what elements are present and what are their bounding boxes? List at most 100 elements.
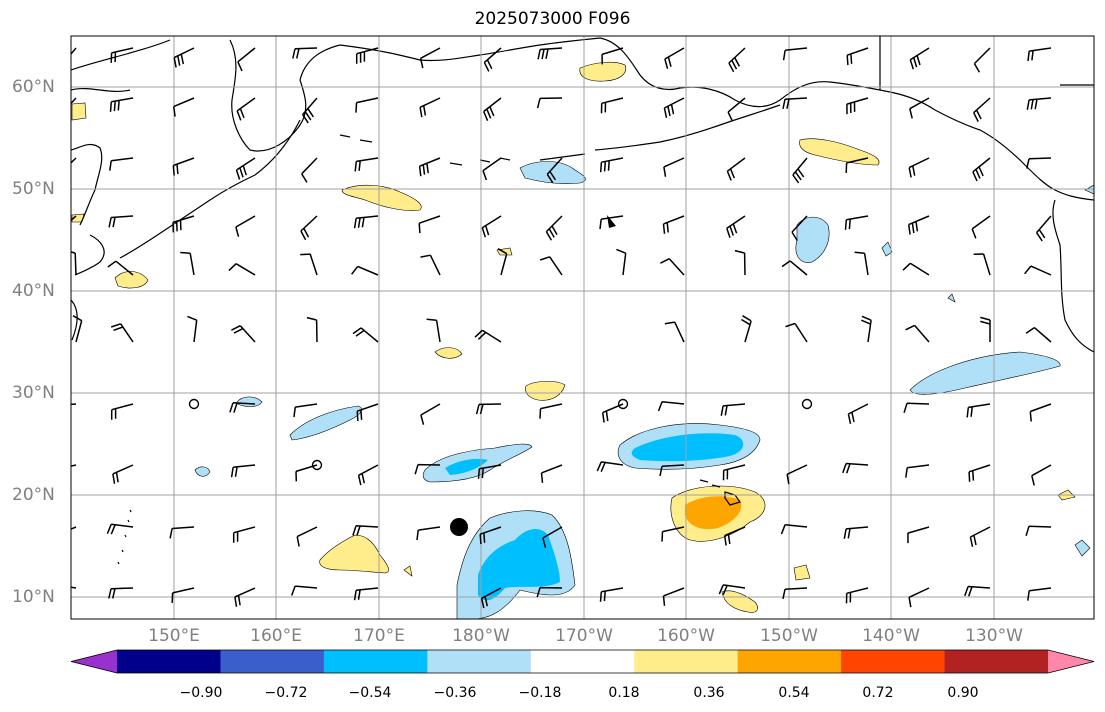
wind-barb	[782, 47, 808, 61]
colorbar-bin	[634, 650, 739, 673]
positive-anomaly-region	[525, 381, 566, 401]
wind-barb	[72, 315, 83, 343]
wind-barb	[723, 526, 746, 546]
wind-barb	[414, 463, 441, 475]
wind-barb	[1026, 97, 1052, 110]
wind-barb	[782, 97, 808, 110]
lon-label: 140°W	[862, 626, 920, 646]
lat-label: 10°N	[12, 587, 55, 607]
calm-marker	[311, 459, 323, 471]
negative-anomaly-region	[795, 216, 830, 263]
wind-barb	[231, 325, 256, 343]
wind-barb	[846, 97, 869, 115]
wind-barb	[353, 215, 379, 229]
wind-barb	[601, 47, 624, 65]
wind-barb	[228, 263, 256, 276]
aleutian-islands	[539, 104, 781, 161]
wind-barb	[172, 215, 195, 233]
wind-barb	[536, 586, 563, 598]
wind-barb	[741, 315, 752, 343]
lat-label: 50°N	[12, 179, 55, 199]
wind-barb-flag	[607, 215, 616, 228]
colorbar-tick-label: 0.90	[947, 685, 979, 701]
positive-anomaly-region	[793, 564, 811, 581]
wind-barb	[483, 97, 502, 121]
wind-barb	[661, 526, 685, 542]
wind-barb	[106, 523, 134, 535]
wind-barb	[599, 587, 624, 602]
wind-barb	[847, 403, 869, 424]
negative-anomaly-core	[631, 433, 744, 462]
colorbar-tick-label: 0.54	[778, 685, 810, 701]
wind-barb	[109, 157, 134, 171]
wind-barb	[110, 47, 134, 63]
colorbar-bin	[323, 650, 428, 673]
colorbar-bin	[117, 650, 221, 673]
wind-barb	[842, 462, 869, 474]
wind-barb	[734, 249, 746, 276]
wind-barb	[599, 215, 624, 230]
lon-label: 160°E	[250, 626, 302, 646]
wind-barb	[71, 403, 77, 406]
coastlines	[71, 36, 1094, 565]
wind-barb	[351, 265, 379, 276]
wind-barb	[980, 316, 991, 342]
calm-marker	[188, 398, 200, 410]
colorbar	[70, 649, 1095, 674]
wind-barb	[905, 464, 930, 478]
graticule	[71, 36, 1094, 619]
wind-barb	[663, 97, 685, 118]
wind-barb	[480, 587, 502, 609]
colorbar-bin	[737, 650, 842, 673]
colorbar-bin	[841, 650, 946, 673]
wind-barb	[497, 248, 508, 276]
wind-barb	[108, 215, 134, 228]
wind-barb	[728, 47, 746, 73]
positive-anomaly-region	[341, 184, 422, 211]
wind-barb	[420, 403, 441, 425]
negative-anomaly-core	[445, 458, 488, 475]
wind-barb	[846, 47, 869, 66]
colorbar-extend-high	[1048, 650, 1094, 673]
wind-barb	[786, 464, 808, 485]
positive-anomaly-core	[685, 496, 742, 530]
wind-barb	[109, 97, 134, 112]
wind-barb	[1025, 525, 1052, 537]
calm-marker	[801, 398, 813, 410]
wind-barb	[973, 253, 991, 276]
wind-barb	[295, 464, 318, 482]
lon-label: 130°W	[965, 626, 1023, 646]
map-frame	[70, 35, 1095, 620]
lon-label: 170°E	[353, 626, 405, 646]
lon-label: 150°W	[760, 626, 818, 646]
wind-barb	[419, 47, 441, 69]
lat-label: 60°N	[12, 77, 55, 97]
negative-anomaly-region	[947, 293, 956, 303]
wind-barb	[727, 97, 746, 122]
positive-anomaly-region	[319, 534, 389, 574]
wind-barb	[187, 315, 198, 343]
wind-barb	[973, 97, 991, 122]
wind-barb	[482, 157, 502, 181]
wind-barb	[418, 215, 441, 234]
lon-label: 150°E	[148, 626, 200, 646]
positive-anomaly-region	[579, 61, 626, 82]
wind-barb	[660, 258, 685, 276]
wind-barb	[237, 47, 256, 72]
wind-barb	[172, 97, 195, 117]
wind-barb	[173, 47, 195, 68]
wind-barb	[854, 251, 869, 276]
wind-barb	[353, 587, 379, 601]
wind-barb	[292, 47, 318, 59]
wind-barb	[1025, 326, 1052, 343]
wind-barb	[172, 157, 195, 176]
wind-barb	[1027, 47, 1052, 62]
colorbar-tick-label: 0.36	[693, 685, 725, 701]
wind-barb	[301, 157, 318, 183]
wind-barb	[1029, 403, 1052, 422]
wind-barb	[71, 47, 77, 56]
wind-barb	[792, 157, 808, 184]
wind-barb	[352, 327, 379, 343]
negative-anomaly-region	[1074, 539, 1091, 557]
wind-barb	[112, 464, 134, 484]
